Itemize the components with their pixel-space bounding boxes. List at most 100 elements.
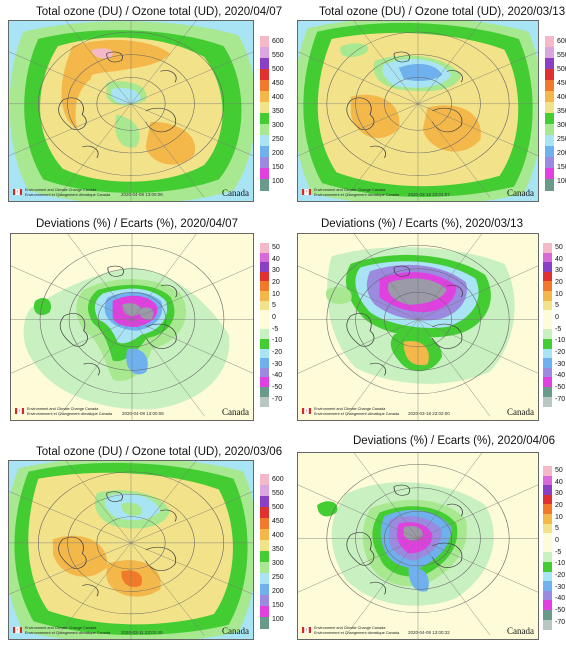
meridian-line xyxy=(417,538,538,593)
legend-label: 400 xyxy=(557,94,566,101)
issue-timestamp: 2020-03-11 23:01:40 xyxy=(121,630,163,635)
meridian-line xyxy=(353,21,419,104)
legend-swatch xyxy=(260,529,269,541)
legend-swatch xyxy=(260,168,269,180)
meridian-line xyxy=(59,319,133,417)
map-panel: Total ozone (DU) / Ozone total (UD), 202… xyxy=(0,440,284,650)
legend-swatch xyxy=(545,168,554,180)
coastline xyxy=(160,284,178,298)
coastline xyxy=(160,509,177,522)
meridian-line xyxy=(65,461,132,543)
contour-region xyxy=(325,286,352,304)
map-title: Total ozone (DU) / Ozone total (UD), 202… xyxy=(36,446,283,458)
canada-wordmark: Canada xyxy=(222,626,249,636)
legend-swatch xyxy=(260,91,269,103)
legend-label: 600 xyxy=(272,476,284,483)
legend-swatch xyxy=(543,291,552,302)
polar-map: Environment and Climate Change Canada Env… xyxy=(297,233,539,421)
map-panel: Total ozone (DU) / Ozone total (UD), 202… xyxy=(0,0,284,215)
meridian-line xyxy=(9,542,132,595)
legend-swatch xyxy=(260,310,269,321)
map-title: Deviations (%) / Ecarts (%), 2020/03/13 xyxy=(321,218,523,230)
legend-swatch xyxy=(543,619,552,630)
contour-region xyxy=(121,502,143,516)
coastline xyxy=(82,584,99,597)
legend-label: -50 xyxy=(555,606,566,614)
coastline xyxy=(446,70,463,83)
legend-swatch xyxy=(545,102,554,114)
agency-credit-line: Environment and Climate Change Canada xyxy=(314,188,386,192)
meridian-line xyxy=(9,491,132,544)
legend-swatch xyxy=(543,329,552,340)
legend-swatch xyxy=(260,36,269,48)
legend-label: -40 xyxy=(555,595,566,603)
legend-label: 5 xyxy=(272,302,276,310)
agency-credit-line: Environnement et Changement climatique C… xyxy=(314,411,400,416)
coastline xyxy=(393,265,410,277)
legend-swatch xyxy=(543,542,552,553)
legend-swatch xyxy=(260,262,269,273)
map-panel: Deviations (%) / Ecarts (%), 2020/03/13 E… xyxy=(283,215,566,430)
canada-flag-icon xyxy=(15,408,24,414)
meridian-line xyxy=(65,21,132,104)
agency-credit-line: Environment and Climate Change Canada xyxy=(25,188,97,192)
polar-map: Environment and Climate Change Canada Env… xyxy=(297,20,539,202)
legend-swatch xyxy=(545,146,554,158)
meridian-line xyxy=(130,21,197,104)
legend-swatch xyxy=(260,329,269,340)
legend-label: 450 xyxy=(557,80,566,87)
legend-swatch xyxy=(260,252,269,263)
polar-map: Environment and Climate Change Canada Env… xyxy=(8,20,254,202)
agency-credit: Environment and Climate Change Canada Env… xyxy=(314,188,399,197)
coastline xyxy=(432,542,463,568)
legend-label: -70 xyxy=(555,395,566,403)
legend-swatch xyxy=(543,600,552,611)
legend-label: 600 xyxy=(272,38,284,45)
coastline xyxy=(145,546,177,571)
legend-swatch xyxy=(260,377,269,388)
legend-label: 40 xyxy=(272,255,280,263)
meridian-line xyxy=(345,319,419,417)
map-panel: Deviations (%) / Ecarts (%), 2020/04/06 E… xyxy=(283,430,566,650)
meridian-line xyxy=(131,319,205,417)
meridian-line xyxy=(130,491,253,544)
meridian-line xyxy=(131,234,197,320)
legend-swatch xyxy=(543,281,552,292)
canada-wordmark: Canada xyxy=(507,188,534,198)
contour-region xyxy=(91,48,113,59)
legend-swatch xyxy=(260,562,269,574)
agency-credit-line: Environment and Climate Change Canada xyxy=(25,626,97,630)
legend-label: 250 xyxy=(272,574,284,581)
legend-label: 30 xyxy=(555,490,563,498)
meridian-line xyxy=(67,234,133,320)
legend-label: -70 xyxy=(555,618,566,626)
contour-region xyxy=(398,64,442,81)
legend-swatch xyxy=(543,348,552,359)
legend-label: 50 xyxy=(272,244,280,251)
coastline xyxy=(107,265,124,277)
legend-swatch xyxy=(260,595,269,607)
legend-swatch xyxy=(260,387,269,398)
map-canvas xyxy=(9,21,253,201)
legend-swatch xyxy=(260,617,269,629)
legend-swatch xyxy=(543,377,552,388)
contour-region xyxy=(28,472,233,625)
legend-swatch xyxy=(543,562,552,573)
legend-label: 50 xyxy=(555,244,563,251)
polar-map: Environment and Climate Change Canada Env… xyxy=(297,452,539,640)
legend-swatch xyxy=(260,47,269,59)
coastline xyxy=(106,491,123,502)
legend-swatch xyxy=(260,339,269,350)
legend-label: 100 xyxy=(272,616,284,623)
legend-swatch xyxy=(543,300,552,311)
meridian-line xyxy=(298,51,419,104)
agency-credit: Environment and Climate Change Canada Env… xyxy=(314,626,399,635)
contour-region xyxy=(139,307,154,320)
legend-label: 300 xyxy=(272,560,284,567)
legend-label: -20 xyxy=(272,348,283,356)
legend-label: -10 xyxy=(555,560,566,568)
legend-swatch xyxy=(260,58,269,70)
legend-swatch xyxy=(260,291,269,302)
legend-swatch xyxy=(260,485,269,497)
legend-label: 20 xyxy=(555,501,563,509)
